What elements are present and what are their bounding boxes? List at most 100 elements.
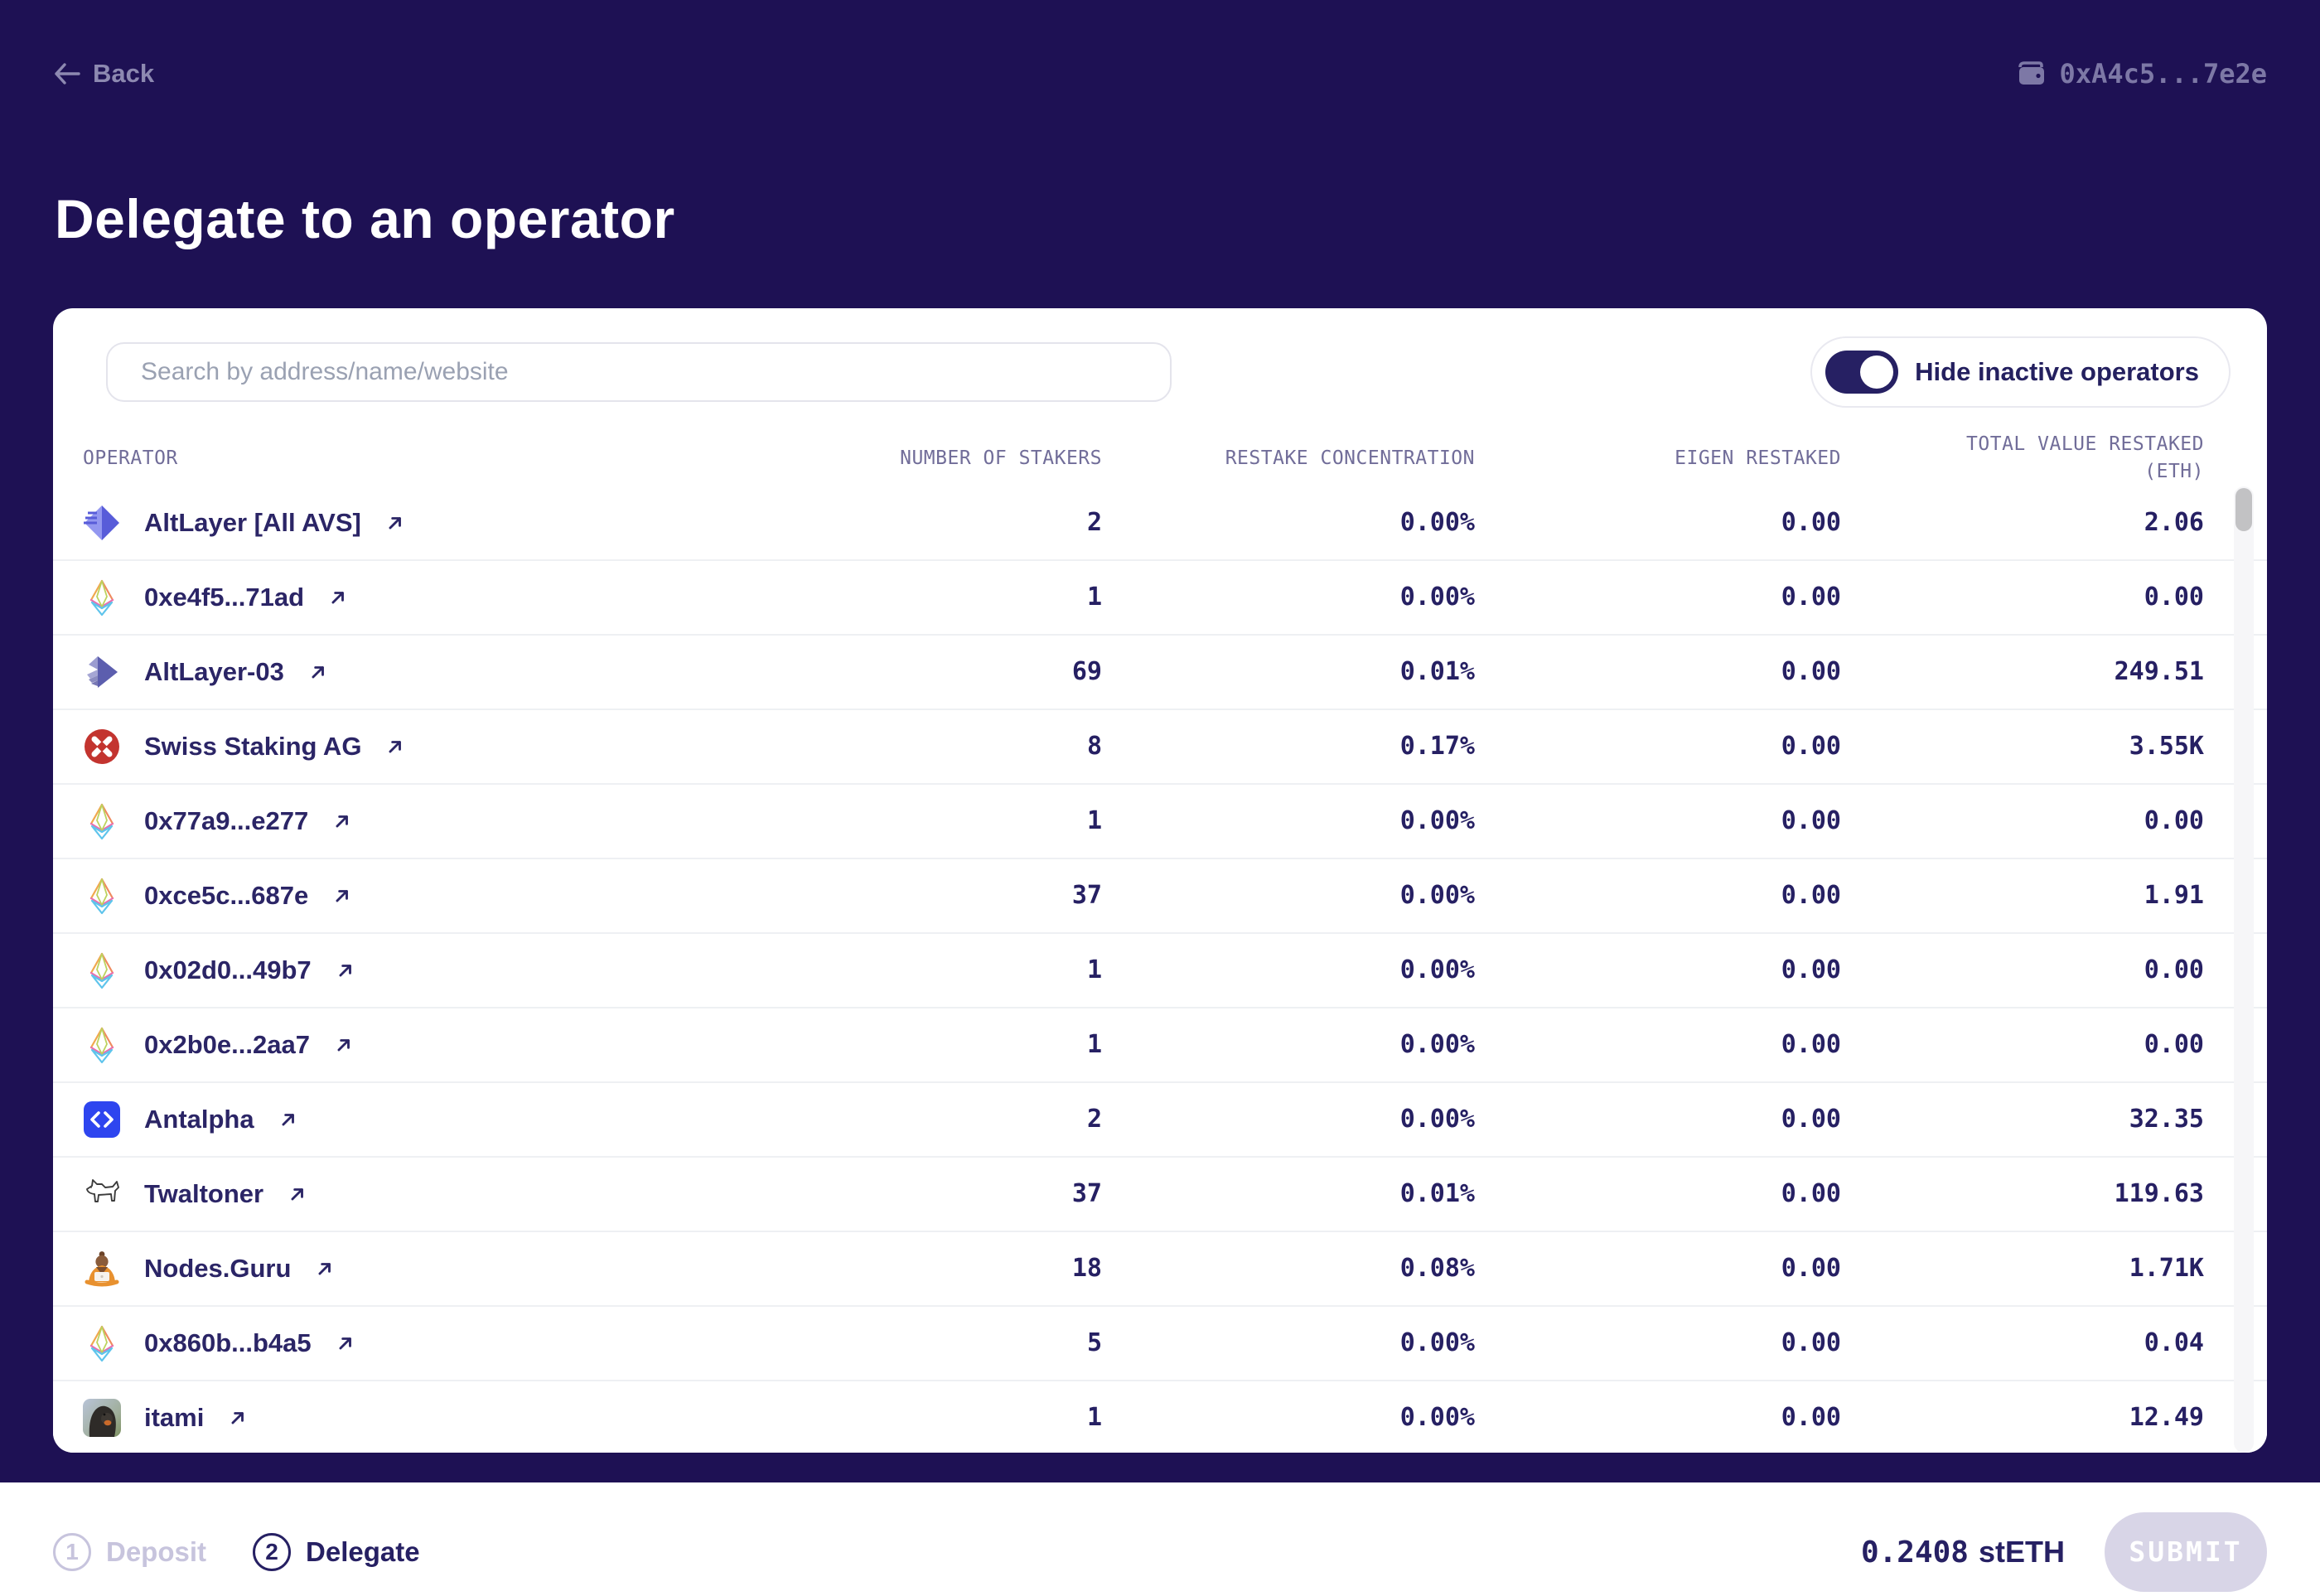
operator-row[interactable]: itami 1 0.00% 0.00 12.49 (53, 1381, 2267, 1453)
external-link-icon[interactable] (316, 1260, 334, 1278)
operator-row[interactable]: Nodes.Guru 18 0.08% 0.00 1.71K (53, 1231, 2267, 1307)
top-nav: Back 0xA4c5...7e2e (53, 58, 2267, 89)
operator-name: AltLayer [All AVS] (144, 507, 361, 537)
eigen-value: 0.00 (1781, 806, 1841, 836)
eigen-value: 0.00 (1781, 955, 1841, 985)
concentration-value: 0.01% (1399, 657, 1475, 687)
operator-name: 0x860b...b4a5 (144, 1328, 312, 1357)
page-title: Delegate to an operator (55, 188, 675, 249)
external-link-icon[interactable] (335, 1036, 353, 1054)
dog-icon (83, 1175, 121, 1213)
external-link-icon[interactable] (229, 1409, 247, 1427)
operator-name: itami (144, 1402, 205, 1432)
table-header: OPERATOR NUMBER OF STAKERS RESTAKE CONCE… (53, 431, 2267, 486)
concentration-value: 0.00% (1399, 881, 1475, 911)
scrollbar-thumb[interactable] (2235, 488, 2252, 531)
concentration-value: 0.00% (1399, 955, 1475, 985)
step-deposit[interactable]: 1 Deposit (53, 1532, 206, 1571)
operator-name: 0x77a9...e277 (144, 805, 309, 835)
balance-unit: stETH (1978, 1534, 2065, 1569)
operator-name: Antalpha (144, 1104, 254, 1134)
stakers-value: 18 (1071, 1254, 1102, 1284)
guru-icon (83, 1250, 121, 1288)
external-link-icon[interactable] (336, 1334, 355, 1352)
total-value: 32.35 (2129, 1105, 2204, 1134)
toggle-switch-icon[interactable] (1825, 351, 1899, 394)
col-header-operator: OPERATOR (83, 447, 178, 470)
operator-name: Twaltoner (144, 1178, 264, 1208)
eigen-value: 0.00 (1781, 1179, 1841, 1209)
operator-name: 0xce5c...687e (144, 880, 309, 910)
submit-button[interactable]: SUBMIT (2105, 1511, 2267, 1592)
external-link-icon[interactable] (386, 514, 404, 532)
external-link-icon[interactable] (333, 812, 351, 830)
hide-inactive-toggle[interactable]: Hide inactive operators (1810, 336, 2231, 408)
search-input[interactable] (106, 342, 1172, 402)
operator-name: 0xe4f5...71ad (144, 582, 305, 612)
back-arrow-icon (55, 63, 80, 85)
total-value: 1.91 (2144, 881, 2204, 911)
back-label: Back (93, 59, 155, 88)
eigen-value: 0.00 (1781, 1030, 1841, 1060)
concentration-value: 0.00% (1399, 806, 1475, 836)
operator-row[interactable]: 0x860b...b4a5 5 0.00% 0.00 0.04 (53, 1306, 2267, 1381)
external-link-icon[interactable] (329, 588, 347, 607)
col-header-total: TOTAL VALUE RESTAKED (ETH) (1966, 433, 2204, 483)
operator-row[interactable]: Swiss Staking AG 8 0.17% 0.00 3.55K (53, 709, 2267, 785)
total-value: 119.63 (2114, 1179, 2204, 1209)
wallet-icon (2018, 61, 2044, 85)
total-value: 12.49 (2129, 1403, 2204, 1433)
footer-actions: 0.2408 stETH SUBMIT (1860, 1511, 2267, 1592)
stakers-value: 69 (1071, 657, 1102, 687)
eth-diamond-icon (83, 578, 121, 617)
operator-row[interactable]: 0xe4f5...71ad 1 0.00% 0.00 0.00 (53, 560, 2267, 636)
operator-row[interactable]: Antalpha 2 0.00% 0.00 32.35 (53, 1082, 2267, 1158)
wallet-address-chip[interactable]: 0xA4c5...7e2e (2017, 58, 2267, 89)
operator-row[interactable]: 0x02d0...49b7 1 0.00% 0.00 0.00 (53, 933, 2267, 1008)
operator-row[interactable]: Twaltoner 37 0.01% 0.00 119.63 (53, 1157, 2267, 1232)
stakers-value: 1 (1086, 806, 1102, 836)
external-link-icon[interactable] (386, 738, 404, 756)
concentration-value: 0.00% (1399, 1105, 1475, 1134)
toggle-label: Hide inactive operators (1915, 357, 2199, 386)
table-scrollbar[interactable] (2234, 486, 2254, 1453)
total-value: 249.51 (2114, 657, 2204, 687)
eth-diamond-icon (83, 802, 121, 840)
antalpha-code-icon (83, 1100, 121, 1139)
operator-row[interactable]: AltLayer-03 69 0.01% 0.00 249.51 (53, 635, 2267, 710)
concentration-value: 0.00% (1399, 1030, 1475, 1060)
wallet-address: 0xA4c5...7e2e (2059, 58, 2267, 89)
altlayer-layers-icon (83, 653, 121, 691)
external-link-icon[interactable] (288, 1185, 307, 1203)
operator-row[interactable]: AltLayer [All AVS] 2 0.00% 0.00 2.06 (53, 486, 2267, 561)
operator-table-body: AltLayer [All AVS] 2 0.00% 0.00 2.06 0xe… (53, 486, 2267, 1453)
back-button[interactable]: Back (53, 59, 154, 89)
concentration-value: 0.00% (1399, 583, 1475, 612)
total-value: 3.55K (2129, 732, 2204, 762)
eth-diamond-icon (83, 1324, 121, 1362)
stakers-value: 1 (1086, 583, 1102, 612)
external-link-icon[interactable] (336, 961, 355, 979)
col-header-stakers: NUMBER OF STAKERS (900, 447, 1102, 470)
operator-row[interactable]: 0xce5c...687e 37 0.00% 0.00 1.91 (53, 858, 2267, 934)
eigen-value: 0.00 (1781, 881, 1841, 911)
external-link-icon[interactable] (279, 1110, 297, 1129)
eigen-value: 0.00 (1781, 1254, 1841, 1284)
total-value: 0.00 (2144, 1030, 2204, 1060)
concentration-value: 0.00% (1399, 508, 1475, 538)
concentration-value: 0.00% (1399, 1403, 1475, 1433)
concentration-value: 0.00% (1399, 1328, 1475, 1358)
stakers-value: 37 (1071, 881, 1102, 911)
total-value: 0.00 (2144, 806, 2204, 836)
operator-card: Hide inactive operators OPERATOR NUMBER … (53, 308, 2267, 1453)
monkey-avatar (83, 1398, 121, 1437)
total-value: 1.71K (2129, 1254, 2204, 1284)
balance-amount: 0.2408 (1860, 1535, 1969, 1569)
operator-row[interactable]: 0x77a9...e277 1 0.00% 0.00 0.00 (53, 784, 2267, 859)
eigen-value: 0.00 (1781, 657, 1841, 687)
external-link-icon[interactable] (333, 887, 351, 905)
external-link-icon[interactable] (309, 663, 327, 681)
step-delegate[interactable]: 2 Delegate (253, 1532, 420, 1571)
stakers-value: 37 (1071, 1179, 1102, 1209)
operator-row[interactable]: 0x2b0e...2aa7 1 0.00% 0.00 0.00 (53, 1008, 2267, 1083)
